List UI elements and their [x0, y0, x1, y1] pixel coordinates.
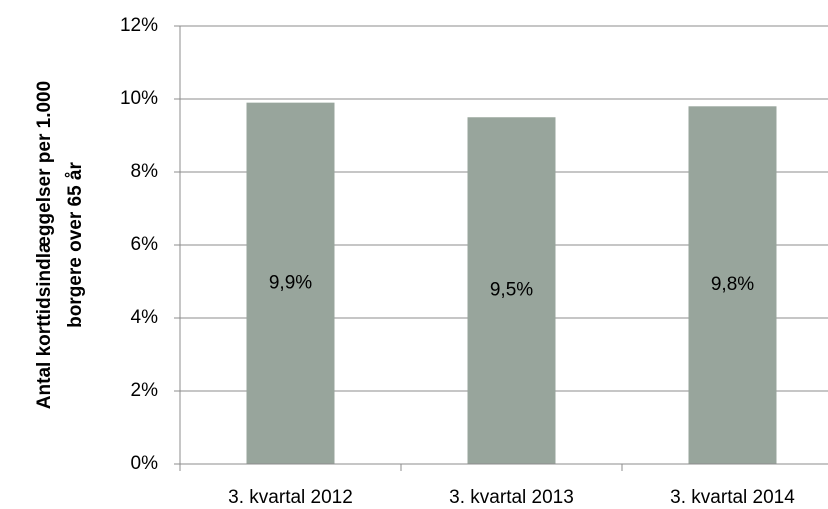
data-label: 9,8%: [711, 274, 754, 295]
y-tick-label: 6%: [131, 234, 159, 255]
y-axis-label: borgere over 65 år: [65, 161, 86, 327]
y-axis-label: Antal korttidsindlæggelser per 1.000: [34, 81, 55, 409]
bar: [688, 106, 777, 465]
y-tick-label: 4%: [131, 307, 159, 328]
x-tick-label: 3. kvartal 2013: [449, 487, 574, 508]
data-label: 9,9%: [269, 272, 312, 293]
y-tick-label: 10%: [120, 88, 158, 109]
bar: [246, 102, 335, 465]
y-tick-label: 8%: [131, 161, 159, 182]
bar: [467, 117, 556, 464]
y-tick-label: 2%: [131, 380, 159, 401]
x-tick-label: 3. kvartal 2014: [670, 487, 795, 508]
x-tick-label: 3. kvartal 2012: [228, 487, 353, 508]
y-tick-label: 0%: [131, 453, 159, 474]
y-tick-label: 12%: [120, 15, 158, 36]
data-label: 9,5%: [490, 280, 533, 301]
